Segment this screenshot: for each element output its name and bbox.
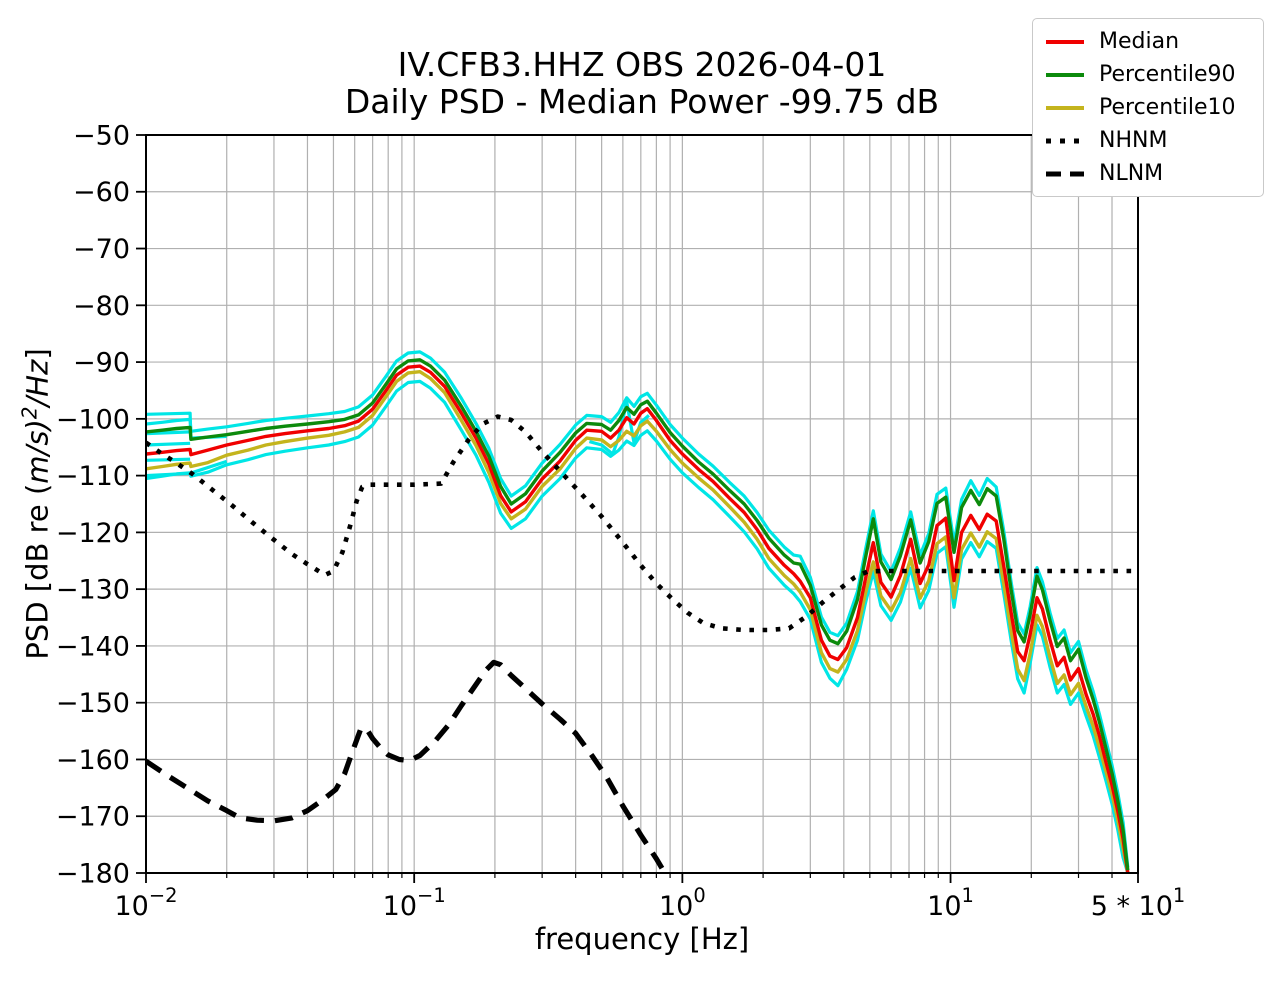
y-axis-label-part: PSD [dB re ( [20, 483, 55, 660]
y-axis-label-part: / [20, 396, 55, 407]
chart-title: IV.CFB3.HHZ OBS 2026-04-01 Daily PSD - M… [146, 46, 1138, 120]
axes-spines [145, 134, 1139, 874]
series-median-line [146, 364, 1130, 873]
y-tick-label: −100 [56, 404, 130, 435]
y-tick-label: −160 [56, 745, 130, 776]
cyan-trace-1 [146, 430, 191, 436]
series-percentile90-line [146, 358, 1130, 871]
x-tick-label: 101 [927, 884, 974, 922]
legend-label: NLNM [1099, 161, 1164, 186]
y-axis-label-part: 2 [17, 406, 42, 420]
y-tick-label: −180 [56, 858, 130, 889]
cyan-trace-2 [146, 441, 191, 447]
legend-line-swatch [1046, 72, 1084, 77]
legend-label: Percentile10 [1099, 95, 1236, 120]
legend-label: NHNM [1099, 128, 1168, 153]
legend-item-nhnm: NHNM [1033, 124, 1263, 157]
y-tick-label: −120 [56, 518, 130, 549]
legend-label: Percentile90 [1099, 62, 1236, 87]
legend-label: Median [1099, 29, 1180, 54]
x-tick-label: 10−2 [114, 884, 177, 922]
y-tick-label: −90 [73, 348, 130, 379]
legend-line-swatch [1046, 138, 1084, 143]
y-tick-label: −130 [56, 575, 130, 606]
y-axis-label-part: ) [20, 419, 55, 431]
y-tick-label: −150 [56, 688, 130, 719]
y-tick-labels: −50 −60 −70 −80 −90 −100 −110 −120 −130 −140 −150 −… [56, 120, 130, 889]
legend-item-percentile10: Percentile10 [1033, 91, 1263, 124]
x-axis-label: frequency [Hz] [534, 922, 750, 956]
y-tick-label: −70 [73, 234, 130, 265]
series-percentile10-line [146, 370, 1130, 873]
nlnm-line [146, 659, 668, 873]
y-axis-label: PSD [dB re (m/s)2/Hz] [18, 348, 55, 659]
y-axis-label-part: m/s [20, 430, 55, 484]
y-axis-label-part: ] [20, 348, 55, 360]
legend-item-percentile90: Percentile90 [1033, 58, 1263, 91]
data-series [146, 350, 1138, 873]
chart-title-line2: Daily PSD - Median Power -99.75 dB [344, 82, 940, 121]
y-tick-label: −140 [56, 631, 130, 662]
x-tick-label: 5 * 101 [1091, 884, 1186, 922]
x-tick-label: 100 [659, 884, 706, 922]
y-tick-label: −110 [56, 461, 130, 492]
legend-line-swatch [1046, 171, 1084, 176]
y-tick-label: −170 [56, 802, 130, 833]
y-tick-label: −80 [73, 291, 130, 322]
legend-line-swatch [1046, 39, 1084, 44]
grid-lines [146, 135, 1138, 873]
legend: Median Percentile90 Percentile10 NHNM NLNM [1032, 18, 1264, 197]
chart-title-line1: IV.CFB3.HHZ OBS 2026-04-01 [397, 45, 887, 84]
y-axis-label-part: Hz [20, 359, 55, 397]
legend-line-swatch [1046, 105, 1084, 110]
tick-marks [136, 134, 1139, 883]
nhnm-line [146, 414, 1138, 633]
cyan-lower-trace [146, 379, 1130, 873]
y-tick-label: −60 [73, 177, 130, 208]
x-tick-label: 10−1 [383, 884, 446, 922]
legend-item-median: Median [1033, 25, 1263, 58]
y-tick-label: −50 [73, 120, 130, 151]
legend-item-nlnm: NLNM [1033, 157, 1263, 190]
x-tick-labels: 10−2 10−1 100 101 5 * 101 [114, 884, 1185, 922]
